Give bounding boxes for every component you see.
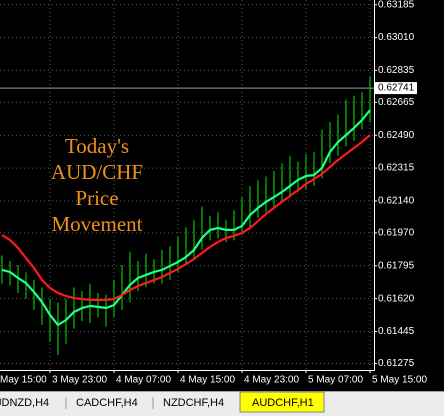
y-tick-label: 0.61275 [378,358,415,369]
x-tick-label: 4 May 07:00 [116,375,171,386]
tab[interactable]: CADCHF,H4 [76,397,138,409]
y-tick-label: 0.61620 [378,293,415,304]
moving-average [1,134,371,302]
x-tick-label: 5 May 07:00 [308,375,363,386]
x-tick-label: May 15:00 [0,375,47,386]
y-tick-label: 0.61970 [378,228,415,239]
y-tick-label: 0.63185 [378,0,415,10]
tab-bar [0,391,444,416]
current-price-box [375,82,417,95]
tab[interactable]: NZDCHF,H4 [163,397,224,409]
y-tick-label: 0.62140 [378,196,415,207]
annotation-line: Movement [52,212,143,236]
y-tick-label: 0.63010 [378,32,415,43]
x-tick-label: 4 May 23:00 [244,375,299,386]
tab[interactable]: JDNZD,H4 [0,397,49,409]
y-tick-label: 0.62490 [378,130,415,141]
plot-area [0,0,374,370]
annotation: Today's AUD/CHF Price Movement [51,134,143,236]
annotation-line: Today's [65,134,129,158]
x-tick-label: 3 May 23:00 [52,375,107,386]
annotation-line: Price [75,186,118,210]
x-tick-label: 4 May 15:00 [180,375,235,386]
y-tick-label: 0.62315 [378,163,415,174]
y-tick-label: 0.61795 [378,260,415,271]
current-price-label: 0.62741 [378,83,415,94]
tab[interactable]: AUDCHF,H1 [252,397,314,409]
y-tick-label: 0.62665 [378,97,415,108]
y-tick-label: 0.61445 [378,326,415,337]
x-tick-label: 5 May 15:00 [372,375,427,386]
moving-average [1,109,371,327]
active-tab [239,391,325,413]
y-tick-label: 0.62835 [378,65,415,76]
annotation-line: AUD/CHF [51,160,143,184]
